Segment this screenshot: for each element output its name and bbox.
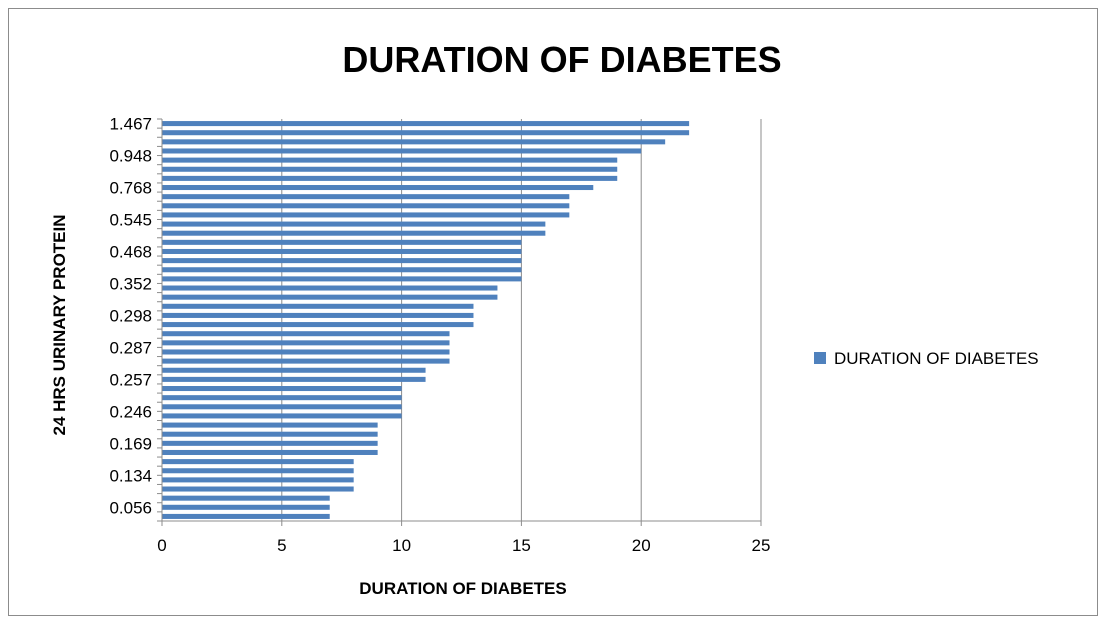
bar: [162, 349, 450, 355]
bar: [162, 230, 546, 236]
x-tick-label: 15: [512, 536, 531, 555]
bar: [162, 276, 522, 282]
y-tick-label: 0.257: [109, 370, 152, 389]
axes: [157, 118, 762, 526]
bar: [162, 413, 402, 419]
y-tick-label: 0.352: [109, 274, 152, 293]
legend-swatch: [814, 352, 826, 364]
bar: [162, 449, 378, 455]
bar: [162, 386, 402, 392]
bar: [162, 331, 450, 337]
x-tick-label: 20: [632, 536, 651, 555]
bar: [162, 157, 618, 163]
legend-label: DURATION OF DIABETES: [834, 349, 1039, 368]
bar: [162, 294, 498, 300]
bar: [162, 312, 474, 318]
y-tick-label: 0.298: [109, 306, 152, 325]
y-tick-label: 0.545: [109, 211, 152, 230]
bar: [162, 185, 594, 191]
bar: [162, 221, 546, 227]
bar: [162, 212, 570, 218]
bar: [162, 194, 570, 200]
bar: [162, 468, 354, 474]
y-tick-label: 0.468: [109, 242, 152, 261]
bar: [162, 404, 402, 410]
bar: [162, 395, 402, 401]
y-tick-label: 0.948: [109, 147, 152, 166]
bar: [162, 148, 642, 154]
x-tick-label: 25: [752, 536, 771, 555]
bar: [162, 367, 426, 373]
bars: [162, 121, 690, 519]
y-tick-label: 0.169: [109, 434, 152, 453]
bar: [162, 486, 354, 492]
bar: [162, 175, 618, 181]
chart-title: DURATION OF DIABETES: [342, 39, 781, 80]
bar: [162, 513, 330, 519]
bar: [162, 285, 498, 291]
y-tick-label: 1.467: [109, 115, 152, 134]
y-tick-label: 0.287: [109, 338, 152, 357]
bar: [162, 303, 474, 309]
bar: [162, 166, 618, 172]
bar: [162, 376, 426, 382]
x-tick-label: 10: [392, 536, 411, 555]
bar: [162, 258, 522, 264]
bar: [162, 358, 450, 364]
bar: [162, 139, 666, 145]
chart-svg: DURATION OF DIABETES 0 5 10 15 20 25 1.467 0.9…: [50, 39, 1039, 598]
bar: [162, 322, 474, 328]
bar: [162, 422, 378, 428]
y-tick-labels: 1.467 0.948 0.768 0.545 0.468 0.352 0.298 0.287…: [109, 115, 152, 518]
bar: [162, 130, 690, 136]
bar: [162, 203, 570, 209]
x-tick-label: 0: [157, 536, 166, 555]
bar: [162, 459, 354, 465]
bar: [162, 504, 330, 510]
y-tick-label: 0.056: [109, 498, 152, 517]
y-axis-title: 24 HRS URINARY PROTEIN: [50, 214, 69, 435]
bar: [162, 431, 378, 437]
bar: [162, 121, 690, 127]
bar: [162, 267, 522, 273]
chart-frame: DURATION OF DIABETES 0 5 10 15 20 25 1.467 0.9…: [8, 8, 1098, 616]
x-tick-label: 5: [277, 536, 286, 555]
bar: [162, 477, 354, 483]
x-axis-title: DURATION OF DIABETES: [359, 579, 566, 598]
y-tick-label: 0.134: [109, 466, 152, 485]
y-tick-label: 0.768: [109, 179, 152, 198]
bar: [162, 440, 378, 446]
bar: [162, 495, 330, 501]
bar: [162, 248, 522, 254]
y-tick-label: 0.246: [109, 402, 152, 421]
x-tick-labels: 0 5 10 15 20 25: [157, 536, 770, 555]
bar: [162, 239, 522, 245]
bar: [162, 340, 450, 346]
legend: DURATION OF DIABETES: [814, 349, 1039, 368]
